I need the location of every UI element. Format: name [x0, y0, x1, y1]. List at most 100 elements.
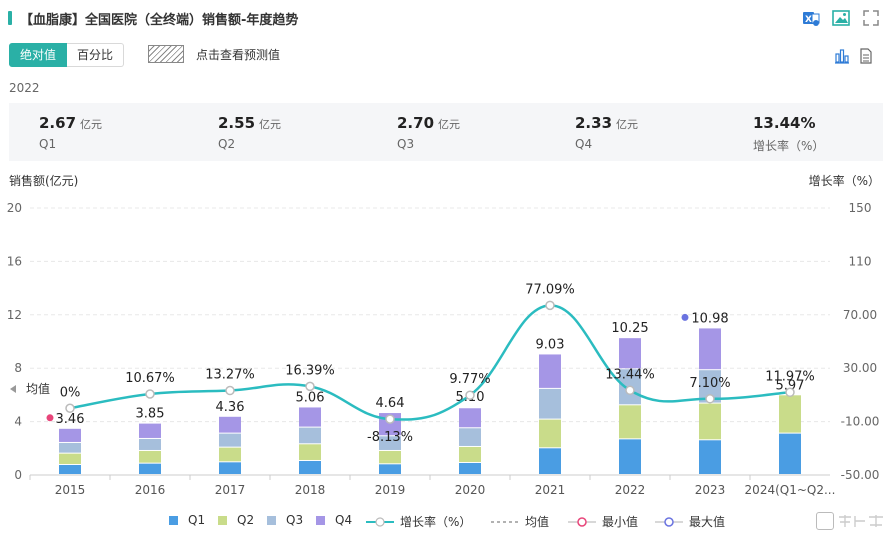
table-view-icon[interactable] — [858, 48, 874, 64]
y-tick-label-left: 8 — [14, 361, 22, 375]
bar-q1 — [459, 462, 481, 474]
legend-q3[interactable]: Q3 — [267, 513, 303, 527]
watermark-icon — [816, 512, 834, 530]
tab-absolute[interactable]: 绝对值 — [9, 43, 68, 67]
bar-total-label: 3.85 — [136, 407, 165, 422]
growth-point — [385, 414, 395, 424]
summary-unit: 亿元 — [259, 118, 282, 131]
bar-q2 — [779, 395, 801, 433]
growth-point — [545, 300, 555, 311]
summary-q2: 2.55 亿元 Q2 — [218, 113, 281, 151]
legend-max[interactable]: 最大值 — [655, 513, 725, 530]
bar-total-label: 3.46 — [56, 412, 85, 427]
bar-q3 — [219, 433, 241, 447]
bar-total-label: 10.98 — [691, 311, 728, 326]
bar-q1 — [219, 462, 241, 474]
summary-label: Q2 — [218, 137, 236, 151]
bar-q2 — [379, 450, 401, 464]
bar-q2 — [219, 447, 241, 462]
summary-label: Q1 — [39, 137, 57, 151]
excel-export-icon[interactable]: X — [802, 9, 820, 27]
x-tick-label: 2020 — [455, 483, 486, 497]
summary-q1: 2.67 亿元 Q1 — [39, 113, 102, 151]
bar-q1 — [619, 439, 641, 474]
summary-label: Q3 — [397, 137, 415, 151]
legend-label: Q1 — [188, 513, 206, 527]
x-tick-label: 2019 — [375, 483, 406, 497]
left-axis-title: 销售额(亿元) — [9, 174, 79, 188]
legend-q1[interactable]: Q1 — [169, 513, 205, 527]
legend-q4[interactable]: Q4 — [316, 513, 352, 527]
legend-label: Q4 — [335, 513, 353, 527]
bar-q4 — [459, 408, 481, 428]
x-tick-label: 2017 — [215, 483, 246, 497]
bar-q3 — [539, 388, 561, 419]
x-tick-label: 2024(Q1~Q2... — [745, 483, 836, 497]
summary-value: 13.44% — [753, 114, 816, 132]
bar-q4 — [699, 328, 721, 370]
legend-min-icon — [568, 516, 596, 527]
legend-line-icon — [366, 516, 394, 527]
growth-point — [465, 390, 475, 400]
tab-percent[interactable]: 百分比 — [67, 43, 125, 67]
summary-unit: 亿元 — [438, 118, 461, 131]
x-tick-label: 2016 — [135, 483, 166, 497]
legend-label: Q3 — [286, 513, 304, 527]
summary-value: 2.70 — [397, 114, 435, 132]
legend-label: Q2 — [237, 513, 255, 527]
growth-point — [145, 389, 155, 399]
legend-min[interactable]: 最小值 — [568, 513, 638, 530]
legend-growth[interactable]: 增长率（%） — [366, 513, 471, 530]
legend-swatch — [218, 515, 227, 525]
summary-q3: 2.70 亿元 Q3 — [397, 113, 460, 151]
expand-icon[interactable] — [862, 9, 880, 27]
summary-year: 2022 — [9, 81, 40, 95]
x-tick-label: 2018 — [295, 483, 326, 497]
legend-label: 均值 — [525, 515, 550, 529]
bar-total-label: 4.36 — [216, 400, 245, 415]
y-tick-label-right: 150 — [849, 201, 872, 215]
bar-q3 — [699, 370, 721, 403]
y-tick-label-right: -10.00 — [841, 415, 880, 429]
growth-label: 0% — [60, 385, 81, 400]
bar-chart-icon[interactable] — [834, 48, 850, 64]
right-axis-title: 增长率（%） — [808, 174, 880, 188]
min-value-marker — [46, 414, 54, 422]
growth-line — [69, 304, 791, 421]
legend-swatch — [267, 515, 276, 525]
y-tick-label-left: 16 — [7, 254, 22, 268]
y-tick-label-left: 0 — [14, 468, 22, 482]
summary-value: 2.67 — [39, 114, 77, 132]
growth-point — [65, 403, 75, 413]
image-export-icon[interactable] — [832, 9, 850, 27]
legend-average[interactable]: 均值 — [491, 513, 549, 530]
summary-panel: 2.67 亿元 Q1 2.55 亿元 Q2 2.70 亿元 Q3 2.33 亿元 Q4 … — [9, 103, 883, 161]
bar-q2 — [139, 450, 161, 463]
legend-swatch — [316, 515, 325, 525]
bar-total-label: 5.97 — [776, 378, 805, 393]
bar-q2 — [299, 444, 321, 460]
forecast-toggle[interactable]: 点击查看预测值 — [148, 45, 280, 63]
header: 【血脂康】全国医院（全终端）销售额-年度趋势 X — [0, 0, 892, 36]
growth-label: 9.77% — [449, 372, 490, 387]
watermark-mark — [839, 515, 883, 527]
bar-q2 — [459, 446, 481, 462]
growth-label: 7.10% — [689, 376, 730, 391]
growth-point — [705, 394, 715, 404]
summary-value: 2.33 — [575, 114, 613, 132]
x-tick-label: 2021 — [535, 483, 566, 497]
legend-q2[interactable]: Q2 — [218, 513, 254, 527]
y-tick-label-left: 12 — [7, 308, 22, 322]
bar-q4 — [59, 428, 81, 442]
legend-max-icon — [655, 516, 683, 527]
bar-q2 — [539, 419, 561, 448]
growth-label: 11.97% — [765, 369, 815, 384]
summary-label: Q4 — [575, 137, 593, 151]
growth-label: -8.13% — [367, 430, 413, 445]
bar-q1 — [299, 460, 321, 474]
bar-q2 — [619, 405, 641, 439]
bar-q3 — [379, 436, 401, 450]
growth-label: 13.27% — [205, 368, 255, 383]
watermark-logo — [816, 512, 885, 530]
bar-total-label: 4.64 — [376, 396, 405, 411]
